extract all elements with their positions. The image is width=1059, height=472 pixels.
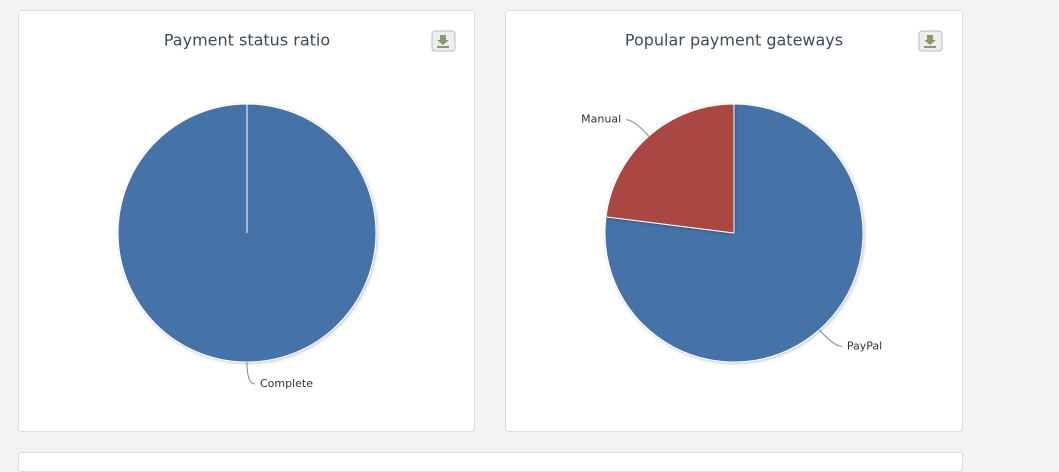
charts: Payment status ratio Complete Popular paym… xyxy=(117,30,943,390)
chart-title: Popular payment gateways xyxy=(625,31,843,50)
download-button[interactable] xyxy=(918,30,943,52)
pie-slice xyxy=(605,103,735,234)
label-connector xyxy=(246,361,256,385)
slice-label: Complete xyxy=(260,377,313,390)
slice-label: Manual xyxy=(581,113,621,126)
download-button[interactable] xyxy=(431,30,456,52)
pie-slice xyxy=(604,103,864,363)
label-connector xyxy=(626,119,650,137)
page: {"chart_data": [ {"type": "pie", "title"… xyxy=(18,10,963,472)
label-connector xyxy=(818,329,842,347)
slice-label: PayPal xyxy=(847,339,882,352)
chart-title: Payment status ratio xyxy=(164,31,330,50)
pie-slice xyxy=(117,103,377,363)
